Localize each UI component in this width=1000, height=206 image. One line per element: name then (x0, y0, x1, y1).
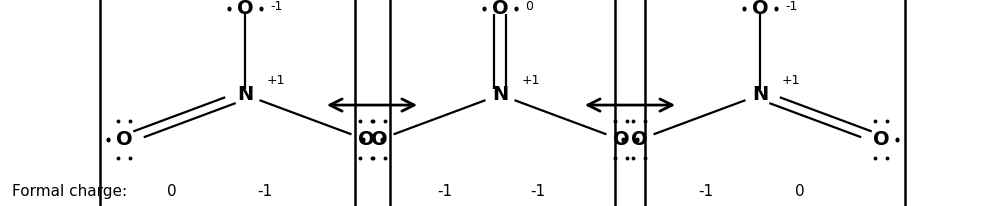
Text: -1: -1 (785, 0, 797, 13)
Text: N: N (237, 85, 253, 104)
Text: O: O (613, 130, 629, 149)
Text: -1: -1 (437, 184, 453, 199)
Text: O: O (116, 130, 132, 149)
Text: O: O (631, 130, 647, 149)
Text: +1: +1 (267, 74, 286, 87)
Text: O: O (371, 130, 387, 149)
Text: N: N (492, 85, 508, 104)
Text: +1: +1 (522, 74, 540, 87)
Text: +1: +1 (782, 74, 800, 87)
Text: O: O (752, 0, 768, 18)
Text: 0: 0 (525, 0, 533, 13)
Text: -1: -1 (270, 0, 282, 13)
Text: 0: 0 (795, 184, 805, 199)
Text: O: O (492, 0, 508, 18)
Text: Formal charge:: Formal charge: (12, 184, 127, 199)
Text: -1: -1 (257, 184, 273, 199)
Text: 0: 0 (167, 184, 177, 199)
Text: N: N (752, 85, 768, 104)
Text: O: O (358, 130, 374, 149)
Text: -1: -1 (698, 184, 714, 199)
Text: O: O (873, 130, 889, 149)
Text: O: O (237, 0, 253, 18)
Text: -1: -1 (530, 184, 546, 199)
